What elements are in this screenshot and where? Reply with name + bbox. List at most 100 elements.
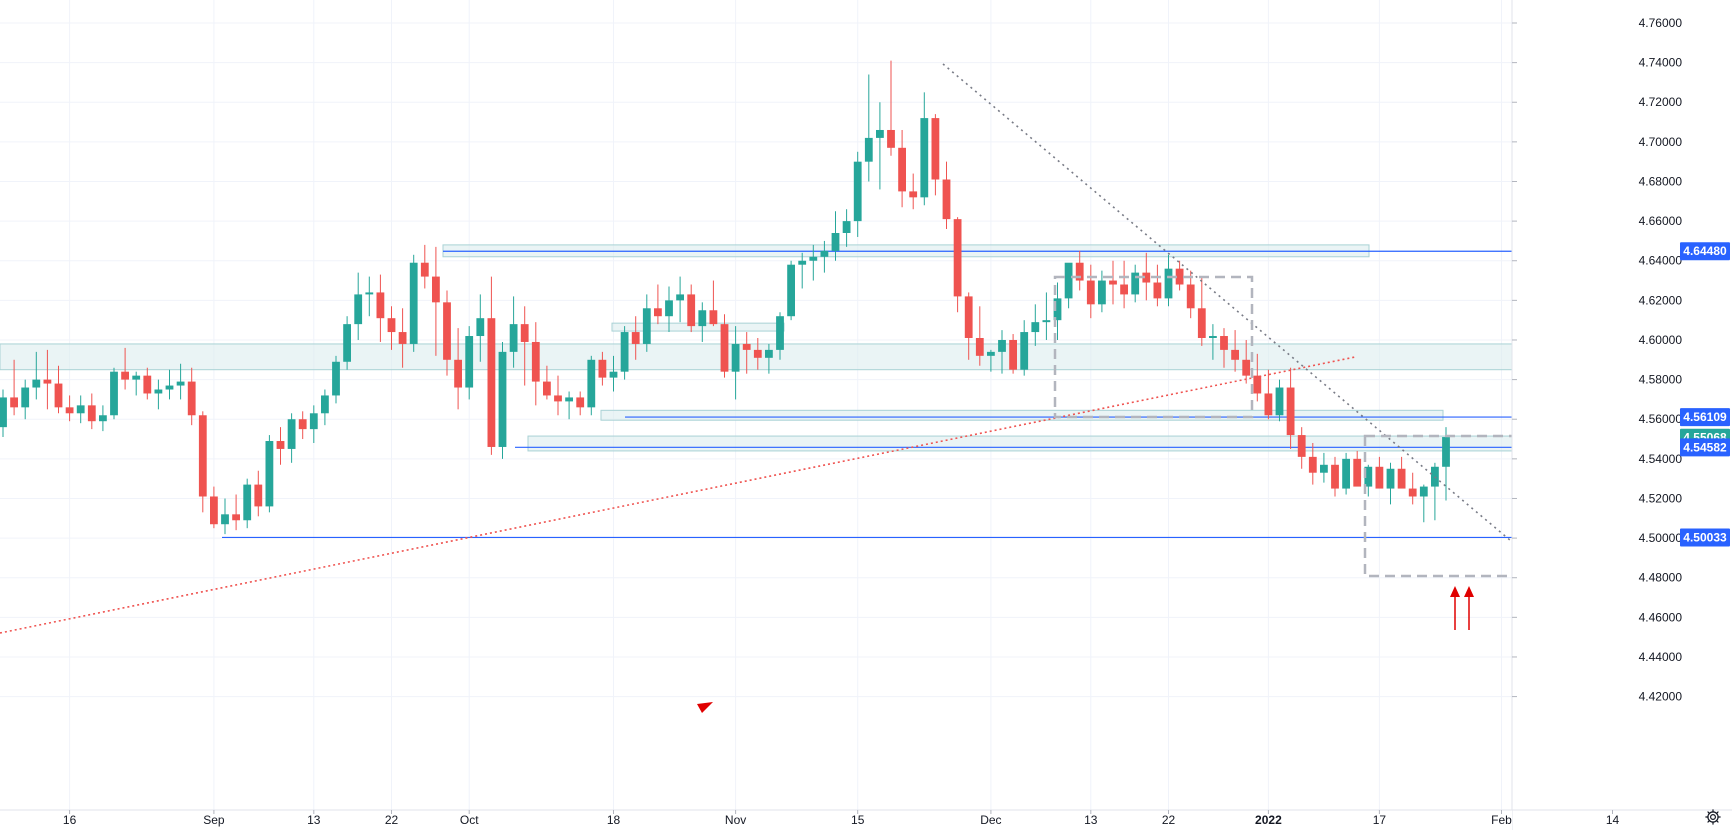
candle [110, 367, 118, 420]
candle-body [187, 381, 196, 416]
candle [609, 355, 618, 392]
candle [498, 341, 507, 459]
candle [987, 349, 995, 372]
price-tick-label: 4.54000 [1639, 452, 1683, 466]
candle [287, 413, 296, 463]
candle [964, 292, 973, 360]
candle [187, 367, 196, 426]
candle [765, 343, 773, 374]
candle [232, 494, 240, 531]
candle [210, 486, 218, 529]
price-tick-label: 4.46000 [1639, 610, 1683, 624]
candle [520, 306, 529, 386]
candle [587, 355, 596, 416]
candle-body [1264, 393, 1273, 416]
candle-body [1175, 268, 1184, 285]
candle [1098, 270, 1106, 313]
candle [731, 326, 740, 400]
candle [1031, 304, 1040, 346]
candle-body [1286, 387, 1295, 436]
settings-button[interactable] [1702, 806, 1724, 828]
consolidation-box-dec [1053, 275, 1254, 419]
candle-body [931, 118, 940, 180]
candle [798, 252, 807, 289]
candle [354, 272, 363, 340]
candle-body [454, 359, 462, 388]
candle-body [376, 292, 385, 319]
candle-body [1131, 272, 1140, 295]
candle [1275, 379, 1284, 422]
candle-body [1331, 464, 1339, 489]
candle-body [565, 397, 573, 402]
price-tick-label: 4.42000 [1639, 690, 1683, 704]
candle [99, 405, 107, 432]
candle-body [543, 381, 551, 396]
candle-body [631, 332, 640, 344]
candle [720, 314, 729, 378]
candle [76, 395, 85, 424]
candle [309, 405, 318, 443]
candle-body [1320, 464, 1328, 473]
candle [398, 308, 407, 368]
candle-body [809, 256, 818, 261]
candle [221, 498, 229, 535]
candle-body [998, 339, 1006, 352]
candle [698, 302, 707, 342]
time-tick-label: Oct [460, 813, 479, 827]
candle [820, 240, 829, 273]
candle [1408, 472, 1417, 505]
candle [298, 411, 307, 440]
candle-body [864, 137, 873, 162]
price-tag-bg [1680, 528, 1730, 547]
candle-body [964, 296, 973, 338]
candle-body [609, 371, 618, 378]
candle-body [853, 161, 862, 222]
candle-body [43, 379, 52, 384]
candle [1253, 353, 1262, 402]
candle-body [232, 514, 240, 521]
candle-body [776, 316, 784, 350]
candle-body [332, 361, 340, 396]
candle-body [1120, 284, 1128, 295]
candle [998, 330, 1006, 374]
candle [387, 306, 396, 350]
candle-body [420, 262, 429, 277]
candle [43, 349, 52, 410]
price-tag-bg [1680, 242, 1730, 261]
time-tick-label: 14 [1606, 813, 1620, 827]
candle [1186, 270, 1195, 319]
candles [0, 60, 1450, 535]
time-axis: 16 Sep 13 22 Oct 18 Nov 15 Dec 13 22 2022 17 Feb 14 [0, 809, 1732, 830]
gear-icon [1705, 809, 1721, 825]
candle-body [987, 351, 995, 356]
candle-body [1042, 320, 1051, 323]
candle [1197, 276, 1206, 346]
candle-body [398, 332, 407, 344]
candle-body [731, 343, 740, 372]
candle-body [265, 441, 274, 507]
candle [243, 478, 252, 529]
price-tick-label: 4.56000 [1639, 412, 1683, 426]
candle-body [898, 147, 906, 192]
candle [454, 328, 462, 410]
candle [853, 151, 862, 237]
candle-body [343, 324, 351, 362]
price-tick-label: 4.74000 [1639, 56, 1683, 70]
candle [654, 284, 662, 325]
candle [65, 395, 74, 422]
price-tag: 4.64480 [1680, 242, 1730, 261]
up-arrow-2 [1464, 586, 1474, 630]
candle-body [642, 308, 651, 344]
time-tick-label: 22 [1162, 813, 1176, 827]
candle [1064, 262, 1073, 309]
candle-body [576, 397, 585, 408]
candle [143, 367, 152, 400]
candle-body [1197, 308, 1206, 338]
price-tag-label: 4.56109 [1683, 410, 1727, 424]
candle-body [1153, 282, 1162, 299]
time-tick-label: Dec [980, 813, 1001, 827]
candle-body [65, 407, 74, 414]
time-tick-label: 2022 [1255, 813, 1282, 827]
candle-body [720, 324, 729, 372]
